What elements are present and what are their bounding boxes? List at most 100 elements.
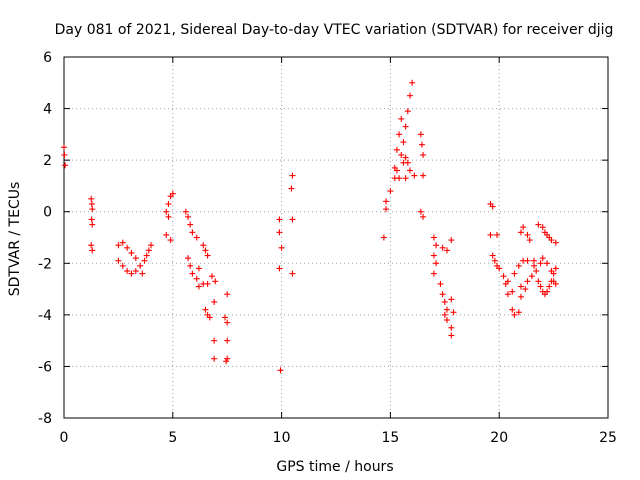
x-tick-label: 5: [168, 430, 177, 446]
data-point: [278, 244, 285, 251]
data-point: [132, 255, 139, 262]
data-point: [202, 247, 209, 254]
data-point: [515, 309, 522, 316]
data-point: [487, 231, 494, 238]
data-point: [128, 249, 135, 256]
data-point: [511, 270, 518, 277]
data-point: [89, 221, 96, 228]
data-point: [193, 234, 200, 241]
data-point: [552, 265, 559, 272]
data-point: [433, 260, 440, 267]
data-point: [163, 208, 170, 215]
data-point: [212, 278, 219, 285]
data-point: [548, 237, 555, 244]
data-point: [276, 265, 283, 272]
y-tick-label: -2: [38, 256, 52, 272]
data-point: [204, 280, 211, 287]
x-tick-label: 20: [490, 430, 508, 446]
data-point: [515, 262, 522, 269]
y-tick-label: 4: [43, 102, 52, 118]
data-point: [489, 203, 496, 210]
data-point: [195, 283, 202, 290]
data-point: [443, 317, 450, 324]
data-point: [517, 229, 524, 236]
data-point: [288, 185, 295, 192]
chart-title: Day 081 of 2021, Sidereal Day-to-day VTE…: [55, 22, 614, 38]
data-point: [535, 278, 542, 285]
data-point: [504, 278, 511, 285]
data-point: [182, 208, 189, 215]
data-point: [204, 252, 211, 259]
data-point: [409, 79, 416, 86]
data-point: [546, 283, 553, 290]
data-point: [430, 234, 437, 241]
data-point: [206, 314, 213, 321]
data-point: [450, 309, 457, 316]
data-point: [393, 146, 400, 153]
grid-lines: [64, 57, 608, 418]
data-point: [496, 265, 503, 272]
data-point: [509, 306, 516, 313]
data-point: [88, 242, 95, 249]
data-point: [537, 260, 544, 267]
data-point: [169, 190, 176, 197]
plot-frame: [63, 56, 609, 419]
data-point: [224, 319, 231, 326]
data-point: [165, 213, 172, 220]
data-point: [491, 257, 498, 264]
data-point: [187, 262, 194, 269]
data-point: [128, 270, 135, 277]
data-point: [522, 286, 529, 293]
data-point: [420, 213, 427, 220]
data-point: [531, 257, 538, 264]
data-point: [406, 92, 413, 99]
data-point: [531, 262, 538, 269]
data-point: [544, 260, 551, 267]
data-point: [524, 257, 531, 264]
data-point: [276, 216, 283, 223]
data-point: [124, 268, 131, 275]
data-point: [539, 255, 546, 262]
y-tick-label: 2: [43, 153, 52, 169]
data-point: [61, 144, 67, 151]
data-point: [115, 242, 122, 249]
y-tick-label: 6: [43, 50, 52, 66]
data-point: [139, 270, 146, 277]
data-point: [406, 167, 413, 174]
data-point: [439, 244, 446, 251]
data-point: [500, 273, 507, 280]
data-point: [137, 262, 144, 269]
data-point: [448, 237, 455, 244]
data-point: [441, 311, 448, 318]
data-point: [143, 252, 150, 259]
data-point: [88, 195, 95, 202]
data-point: [61, 151, 68, 158]
data-point: [420, 151, 427, 158]
data-point: [509, 288, 516, 295]
data-point: [119, 239, 126, 246]
data-point: [208, 273, 215, 280]
data-point: [437, 280, 444, 287]
data-point: [533, 268, 540, 275]
data-point: [396, 175, 403, 182]
data-point: [132, 268, 139, 275]
data-point: [222, 314, 229, 321]
data-point: [430, 270, 437, 277]
data-point: [277, 367, 284, 374]
data-point: [448, 296, 455, 303]
data-point: [124, 244, 131, 251]
data-point: [189, 229, 196, 236]
data-point: [391, 164, 398, 171]
data-point: [528, 273, 535, 280]
data-point: [119, 262, 126, 269]
data-point: [88, 200, 95, 207]
data-point: [185, 255, 192, 262]
data-point: [276, 229, 283, 236]
data-point: [417, 208, 424, 215]
data-point: [404, 159, 411, 166]
data-point: [289, 216, 296, 223]
data-point: [443, 247, 450, 254]
x-tick-label: 25: [599, 430, 617, 446]
data-point: [380, 234, 387, 241]
